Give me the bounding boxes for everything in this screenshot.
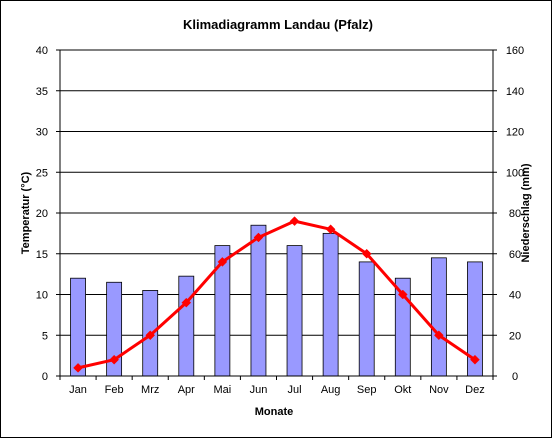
left-tick-label: 15 — [36, 249, 48, 261]
precipitation-bar — [250, 224, 267, 377]
x-tick-label: Jul — [288, 384, 302, 396]
x-tick-label: Mrz — [141, 384, 159, 396]
temperature-point — [73, 362, 83, 373]
left-tick-label: 40 — [36, 45, 48, 57]
precipitation-bar — [178, 275, 195, 377]
temperature-point — [145, 330, 156, 341]
x-tick-label: Jun — [250, 384, 268, 396]
precipitation-bar — [358, 261, 375, 377]
left-tick-label: 30 — [36, 127, 48, 139]
precipitation-bar — [286, 245, 303, 377]
x-tick-label: Aug — [321, 384, 341, 396]
left-tick-label: 20 — [36, 208, 48, 220]
temperature-point — [181, 297, 192, 308]
x-axis-title: Monate — [255, 406, 294, 418]
left-axis-title: Temperatur (°C) — [20, 171, 32, 254]
x-tick-label: Sep — [357, 384, 377, 396]
temperature-point — [109, 354, 119, 365]
temperature-series-line — [77, 219, 476, 370]
x-tick-label: Dez — [465, 384, 485, 396]
temperature-line — [73, 216, 480, 373]
precipitation-bar — [322, 232, 339, 377]
precipitation-bar — [430, 257, 447, 377]
left-tick-label: 35 — [36, 86, 48, 98]
chart-title: Klimadiagramm Landau (Pfalz) — [183, 17, 373, 32]
right-tick-label: 140 — [506, 86, 524, 98]
right-tick-label: 0 — [512, 371, 518, 383]
x-tick-label: Okt — [394, 384, 411, 396]
temperature-point — [253, 232, 264, 243]
x-tick-label: Feb — [105, 384, 124, 396]
temperature-point — [397, 289, 408, 300]
temperature-point — [325, 224, 336, 235]
right-tick-label: 20 — [509, 330, 521, 342]
right-tick-label: 40 — [509, 290, 521, 302]
x-tick-label: Jan — [69, 384, 87, 396]
left-tick-label: 10 — [36, 290, 48, 302]
temperature-point — [289, 216, 300, 227]
temperature-point — [361, 248, 372, 259]
temperature-point — [217, 257, 228, 267]
right-tick-label: 80 — [509, 208, 521, 220]
precipitation-bar — [70, 277, 86, 377]
temperature-point — [470, 354, 480, 365]
x-tick-label: Apr — [178, 384, 195, 396]
right-axis-ticks: 0 20 40 60 80 100 120 140 160 — [493, 45, 524, 383]
x-tick-label: Nov — [429, 384, 449, 396]
x-tick-label: Mai — [214, 384, 232, 396]
right-tick-label: 120 — [506, 127, 524, 139]
x-axis-ticks: Jan Feb Mrz Apr Mai Jun Jul Aug Sep Okt Nov Dez — [59, 376, 494, 396]
left-axis-ticks: 0 5 10 15 20 25 30 35 40 — [36, 45, 60, 383]
left-tick-label: 5 — [42, 330, 48, 342]
temperature-point — [434, 330, 444, 341]
left-tick-label: 0 — [42, 371, 48, 383]
right-tick-label: 100 — [506, 167, 524, 179]
right-tick-label: 160 — [506, 45, 524, 57]
right-tick-label: 60 — [509, 249, 521, 261]
grid-lines — [60, 49, 493, 336]
precipitation-bars — [70, 224, 483, 377]
right-axis-title: Niederschlag (mm) — [520, 163, 532, 262]
left-tick-label: 25 — [36, 167, 48, 179]
